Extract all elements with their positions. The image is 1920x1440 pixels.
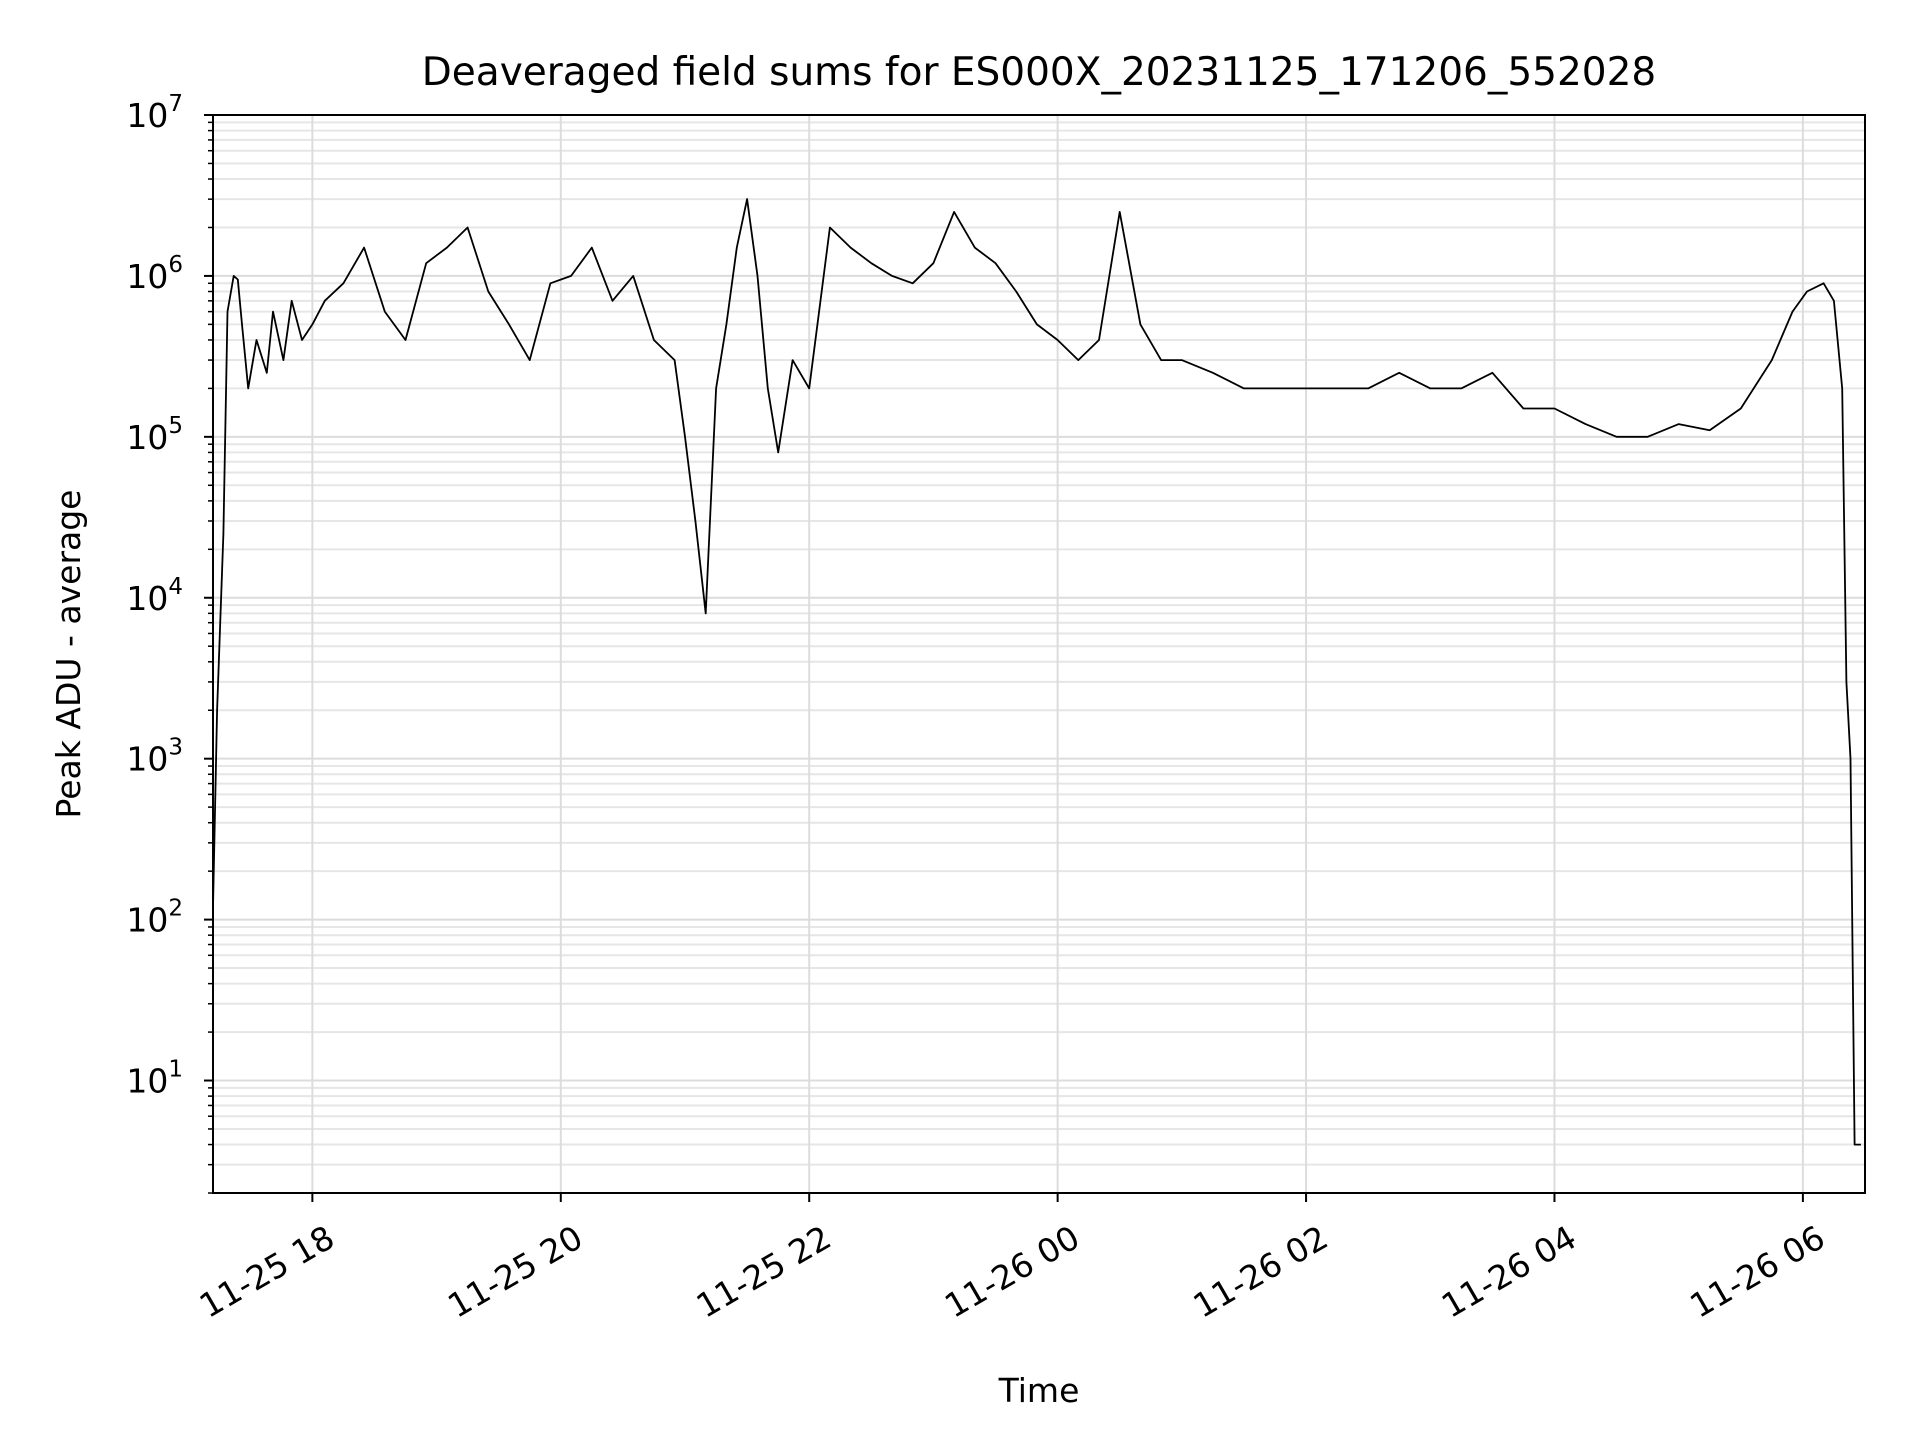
y-tick-label: 105 bbox=[126, 413, 183, 457]
y-tick-label: 107 bbox=[126, 91, 183, 135]
y-tick-label: 102 bbox=[126, 896, 183, 940]
plot-frame bbox=[212, 114, 1866, 1194]
y-tick-label: 106 bbox=[126, 252, 183, 296]
x-axis-label: Time bbox=[998, 1371, 1080, 1410]
major-gridlines bbox=[213, 114, 1865, 1193]
series-line bbox=[212, 198, 1861, 1146]
y-axis-label: Peak ADU - average bbox=[49, 490, 88, 819]
y-tick-label: 103 bbox=[126, 735, 183, 779]
chart-title: Deaveraged field sums for ES000X_2023112… bbox=[422, 50, 1656, 95]
y-tick-label: 101 bbox=[126, 1057, 183, 1101]
y-axis-ticks: 101 102 103 104 105 106 107 bbox=[126, 91, 213, 1194]
series-layer bbox=[212, 198, 1861, 1146]
minor-gridlines bbox=[213, 121, 1865, 1194]
y-tick-label: 104 bbox=[126, 574, 183, 618]
